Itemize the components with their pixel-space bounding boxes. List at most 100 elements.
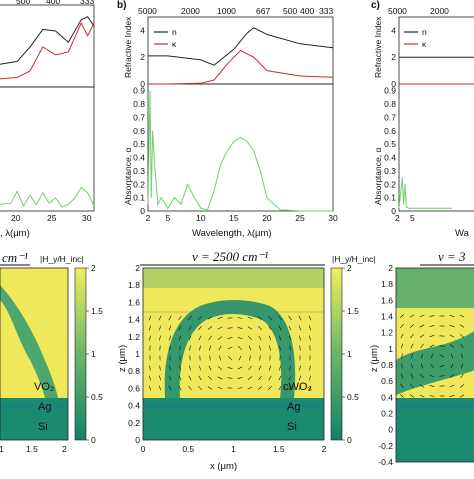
legend-kappa-label: κ xyxy=(172,39,177,49)
panel-b-x-tick: 25 xyxy=(295,213,305,223)
field-middle-x-tick: 0 xyxy=(141,444,146,454)
panel-b-y-ticks-bottom: 00.10.20.30.40.50.60.70.80.9 xyxy=(133,86,145,216)
field-right-ylabel: z (μm) xyxy=(369,345,380,372)
field-middle-colorbar xyxy=(331,268,342,440)
panel-b-y-ticks-top: 024 xyxy=(140,25,145,89)
field-middle-y-tick: 1.8 xyxy=(128,280,140,290)
field-middle-y-tick: 1.4 xyxy=(128,315,140,325)
panel-b-series-kappa xyxy=(148,51,333,85)
panel-c-x-tick-5: 5 xyxy=(410,213,415,223)
panel-c-y-tick-top: 2 xyxy=(391,52,396,62)
field-middle-cbar-tick-label: 1 xyxy=(347,349,352,359)
field-right-y-tick: 2 xyxy=(388,263,393,273)
panel-a-index-frame xyxy=(0,5,94,87)
panel-b-top-tick-400: 400 xyxy=(300,6,314,16)
field-left-x-tick-1-5: 1.5 xyxy=(26,444,38,454)
panel-c-y-tick-bottom: 0.5 xyxy=(384,139,396,149)
panel-c-top-tick-2000: 2000 xyxy=(430,6,449,16)
field-left-title-fragment: cm⁻¹ xyxy=(2,250,28,265)
field-middle-cwo3-label: cWO₃ xyxy=(283,381,312,393)
panel-b-top-tick-667: 667 xyxy=(256,6,270,16)
field-middle-x-tick: 1 xyxy=(231,444,236,454)
panel-c-y-tick-bottom: 0.4 xyxy=(384,153,396,163)
field-middle-title: ν = 2500 cm⁻¹ xyxy=(192,249,268,264)
panel-b-ylabel-index: Refractive Index xyxy=(123,16,133,78)
field-left-ag-label: Ag xyxy=(38,401,51,413)
panel-a-series-0 xyxy=(0,17,94,65)
panel-c-tag: c) xyxy=(371,0,380,11)
panel-a-x-tick-25: 25 xyxy=(47,213,57,223)
panel-b: b) 5000 2000 1000 667 500 400 333 n κ Re… xyxy=(117,0,338,239)
panel-a-top-tick-3: 333 xyxy=(80,0,94,6)
panel-b-top-tick-1000: 1000 xyxy=(217,6,236,16)
panel-c-y-tick-bottom: 0.6 xyxy=(384,126,396,136)
panel-a-absorptance-series xyxy=(0,188,94,208)
field-right-y-tick: 1.6 xyxy=(381,295,393,305)
panel-c-absorptance-frame xyxy=(399,84,474,211)
field-middle-y-tick: 1.6 xyxy=(128,297,140,307)
panel-b-top-tick-2000: 2000 xyxy=(181,6,200,16)
panel-b-x-tick: 2 xyxy=(146,213,151,223)
panel-c: c) 5000 2000 n κ Refractive Index Absorp… xyxy=(371,0,474,239)
field-right-y-tick: 0.8 xyxy=(381,360,393,370)
legend-c-kappa-label: κ xyxy=(422,39,427,49)
panel-c-y-tick-bottom: 0.3 xyxy=(384,166,396,176)
panel-c-ylabel-index: Refractive Index xyxy=(373,16,383,78)
field-right-y-tick: -0.2 xyxy=(378,441,393,451)
field-right-y-tick: 0 xyxy=(388,425,393,435)
panel-a-index-lines xyxy=(0,17,94,79)
panel-b-top-tick-5000: 5000 xyxy=(138,6,157,16)
field-left-colorbar-ticks: 00.511.52 xyxy=(86,263,103,445)
field-middle-cbar-label: |H_y/H_inc| xyxy=(332,254,376,264)
panel-c-y-tick-bottom: 0.8 xyxy=(384,99,396,109)
field-middle-y-tick: 0.8 xyxy=(128,366,140,376)
field-map-left: cm⁻¹ |H_y/H_inc| VO₂ Ag Si 1 1.5 2 00.51… xyxy=(0,250,103,454)
panel-c-x-tick-2: 2 xyxy=(395,213,400,223)
panel-c-absorptance-series xyxy=(399,178,452,209)
panel-a-absorptance-line xyxy=(0,188,94,208)
field-right-y-tick: 0.4 xyxy=(381,392,393,402)
field-right-y-tick: 0.6 xyxy=(381,376,393,386)
field-left-cbar-tick-label: 0 xyxy=(91,435,96,445)
field-middle-cbar-tick-label: 0.5 xyxy=(347,392,359,402)
panel-b-x-tick: 15 xyxy=(229,213,239,223)
field-middle-y-tick: 0 xyxy=(135,435,140,445)
field-middle-x-tick: 1.5 xyxy=(273,444,285,454)
field-middle-y-tick: 0.6 xyxy=(128,383,140,393)
panel-c-ylabel-absorptance: Absorptance, α xyxy=(373,148,383,205)
field-left-si-label: Si xyxy=(38,421,48,433)
field-middle-y-ticks: 00.20.40.60.811.21.41.61.82 xyxy=(128,263,140,445)
field-left-colorbar xyxy=(75,268,86,440)
panel-b-x-tick: 20 xyxy=(262,213,272,223)
panel-c-index-lines xyxy=(399,57,474,84)
panel-a-xlabel-fragment: , λ(μm) xyxy=(0,228,30,239)
panel-b-absorptance-series xyxy=(148,91,333,211)
field-middle-y-tick: 0.4 xyxy=(128,401,140,411)
field-right-y-tick: 1.4 xyxy=(381,312,393,322)
legend-c-n-label: n xyxy=(422,27,427,37)
panel-b-absorptance-line xyxy=(148,91,333,211)
field-middle-xlabel: x (μm) xyxy=(210,461,237,472)
field-right-y-tick: 1 xyxy=(388,344,393,354)
panel-a-x-tick-30: 30 xyxy=(82,213,92,223)
field-right-y-tick: -0.4 xyxy=(378,457,393,467)
panel-b-y-tick-top: 4 xyxy=(140,25,145,35)
panel-c-y-tick-bottom: 0.2 xyxy=(384,179,396,189)
field-middle-ag-label: Ag xyxy=(287,401,300,413)
field-left-vo2-label: VO₂ xyxy=(34,381,54,393)
panel-b-top-tick-500: 500 xyxy=(283,6,297,16)
field-middle-y-tick: 0.2 xyxy=(128,418,140,428)
panel-c-legend: n κ xyxy=(404,27,427,49)
panel-b-absorptance-frame xyxy=(148,84,333,211)
panel-b-y-tick-bottom: 0.8 xyxy=(133,99,145,109)
panel-b-x-tick: 10 xyxy=(196,213,206,223)
panel-c-xlabel-fragment: Wa xyxy=(455,228,470,239)
panel-b-x-tick: 5 xyxy=(165,213,170,223)
field-middle-colorbar-ticks: 00.511.52 xyxy=(342,263,359,445)
field-left-cbar-tick-label: 0.5 xyxy=(91,392,103,402)
panel-b-top-tick-333: 333 xyxy=(319,6,333,16)
panel-a-top-tick-2: 400 xyxy=(46,0,60,6)
